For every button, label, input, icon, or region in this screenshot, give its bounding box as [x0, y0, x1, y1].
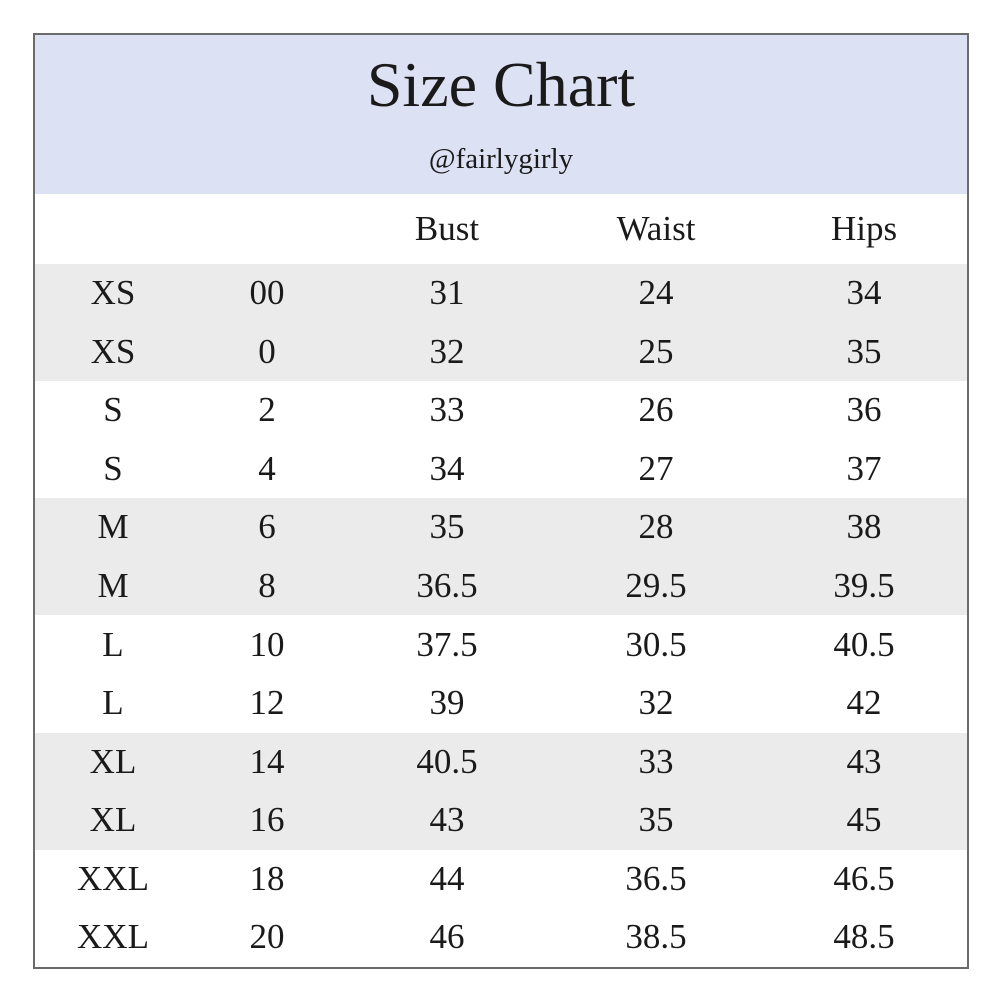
- cell: 8: [258, 565, 276, 605]
- cell: 34: [846, 273, 882, 312]
- cell: 6: [258, 507, 276, 547]
- cell: XL: [89, 800, 137, 840]
- cell: 43: [846, 741, 882, 781]
- cell: 32: [429, 331, 465, 371]
- cell: 26: [638, 390, 674, 430]
- cell: 18: [249, 858, 285, 898]
- cell: 36.5: [625, 858, 687, 898]
- cell: 48.5: [833, 917, 895, 957]
- row-band: [35, 556, 967, 616]
- cell: 14: [249, 741, 285, 781]
- cell: 46: [429, 917, 465, 957]
- cell: 43: [429, 800, 465, 840]
- cell: 40.5: [833, 624, 895, 664]
- column-header: Waist: [616, 209, 696, 248]
- cell: 46.5: [833, 858, 895, 898]
- cell: L: [102, 624, 124, 664]
- cell: XL: [89, 741, 137, 781]
- cell: 34: [429, 448, 465, 488]
- cell: 36: [846, 390, 882, 430]
- cell: 39: [429, 683, 465, 723]
- cell: 37: [846, 448, 882, 488]
- cell: 10: [249, 624, 285, 664]
- cell: 35: [638, 800, 674, 840]
- row-band: [35, 498, 967, 557]
- column-header: Bust: [414, 209, 480, 248]
- cell: 40.5: [416, 741, 478, 781]
- cell: S: [103, 390, 123, 430]
- cell: 12: [249, 683, 285, 723]
- cell: 32: [638, 683, 674, 723]
- cell: 33: [638, 741, 674, 781]
- cell: XXL: [77, 858, 149, 898]
- cell: XS: [90, 273, 136, 312]
- cell: M: [97, 565, 129, 605]
- row-band: [35, 322, 967, 382]
- cell: 38: [846, 507, 882, 547]
- cell: 31: [429, 273, 465, 312]
- cell: 35: [846, 331, 882, 371]
- cell: 38.5: [625, 917, 687, 957]
- cell: 25: [638, 331, 674, 371]
- cell: 2: [258, 390, 276, 430]
- cell: 4: [258, 448, 276, 488]
- cell: 30.5: [625, 624, 687, 664]
- cell: 39.5: [833, 565, 895, 605]
- cell: 35: [429, 507, 465, 547]
- cell: L: [102, 683, 124, 723]
- cell: 27: [638, 448, 674, 488]
- size-chart: Size Chart @fairlygirly Bust Waist Hips XS 0…: [33, 33, 969, 969]
- row-band: [35, 264, 967, 323]
- column-header: Hips: [830, 209, 898, 248]
- cell: S: [103, 448, 123, 488]
- cell: XXL: [77, 917, 149, 957]
- cell: 29.5: [625, 565, 687, 605]
- subtitle: @fairlygirly: [428, 143, 574, 175]
- row-band: [35, 791, 967, 850]
- cell: 24: [638, 273, 674, 312]
- cell: 0: [258, 331, 276, 371]
- cell: 33: [429, 390, 465, 430]
- cell: 16: [249, 800, 285, 840]
- cell: 20: [249, 917, 285, 957]
- cell: 42: [846, 683, 882, 723]
- cell: 00: [249, 273, 285, 312]
- cell: 45: [846, 800, 882, 840]
- header: Size Chart @fairlygirly: [35, 35, 967, 194]
- row-band: [35, 732, 967, 792]
- cell: XS: [90, 331, 136, 371]
- cell: 37.5: [416, 624, 478, 664]
- title: Size Chart: [366, 49, 636, 120]
- cell: 44: [429, 858, 465, 898]
- cell: M: [97, 507, 129, 547]
- cell: 36.5: [416, 565, 478, 605]
- cell: 28: [638, 507, 674, 547]
